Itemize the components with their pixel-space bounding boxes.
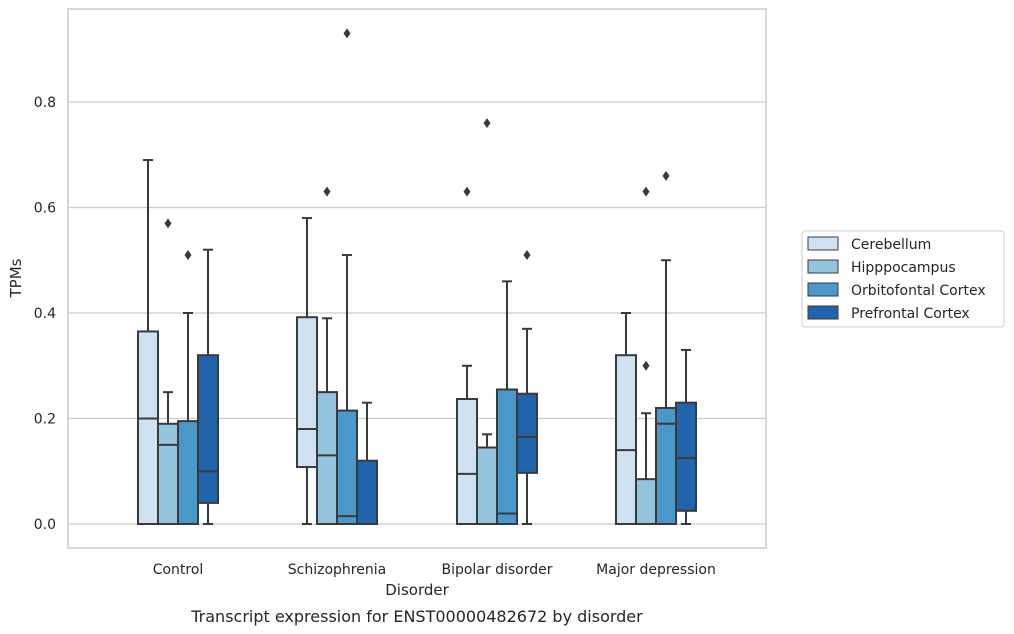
box-prefrontal-cortex [675,401,697,512]
outlier-point [463,186,471,197]
outlier-point [164,218,172,229]
legend-label: Hipppocampus [851,260,956,276]
box-cerebellum [137,330,159,525]
y-tick-label: 0.0 [34,517,56,533]
outlier-point [642,186,650,197]
x-axis-label: Disorder [385,581,449,599]
box-hipppocampus [316,391,338,525]
box-cerebellum [456,397,478,526]
box-prefrontal-cortex [197,354,219,504]
outlier-point [642,360,650,371]
box-prefrontal-cortex [516,392,538,474]
y-tick-label: 0.4 [34,306,56,322]
y-axis-label: TPMs [7,258,25,298]
legend-swatch [807,236,839,251]
x-tick-label: Control [153,562,204,578]
outlier-point [323,186,331,197]
box-orbitofontal-cortex [655,406,677,526]
box-hipppocampus [635,478,657,526]
y-tick-label: 0.2 [34,412,56,428]
legend-label: Orbitofontal Cortex [851,283,986,299]
x-tick-label: Major depression [596,562,716,578]
outlier-point [184,249,192,260]
chart-caption: Transcript expression for ENST0000048267… [190,607,643,626]
box-hipppocampus [157,422,179,525]
legend-swatch [807,282,839,297]
outlier-point [483,118,491,129]
box-cerebellum [296,316,318,469]
legend-label: Cerebellum [851,237,931,253]
outlier-point [523,249,531,260]
legend-swatch [807,259,839,274]
box-group-schizophrenia [296,28,378,526]
outlier-point [343,28,351,39]
box-prefrontal-cortex [356,459,378,526]
y-tick-labels: 0.0 0.2 0.4 0.6 0.8 [34,95,56,533]
y-tick-label: 0.8 [34,95,56,111]
box-orbitofontal-cortex [496,388,518,525]
outlier-point [662,170,670,181]
legend-label: Prefrontal Cortex [851,306,970,322]
legend-frame [801,230,1005,328]
x-tick-label: Schizophrenia [288,562,386,578]
box-hipppocampus [476,446,498,526]
y-tick-label: 0.6 [34,201,56,217]
plot-area-frame [67,8,767,549]
box-orbitofontal-cortex [336,409,358,525]
box-cerebellum [615,354,637,526]
box-orbitofontal-cortex [177,420,199,526]
legend: Cerebellum Hipppocampus Orbitofontal Corte… [801,230,1005,328]
legend-swatch [807,305,839,320]
box-group-bipolar-disorder [456,118,538,526]
box-group-control [137,159,219,526]
box-group-major-depression [615,170,697,526]
box-groups [137,28,697,526]
x-tick-label: Bipolar disorder [441,562,552,578]
x-tick-labels: Control Schizophrenia Bipolar disorder Majo… [153,562,716,578]
